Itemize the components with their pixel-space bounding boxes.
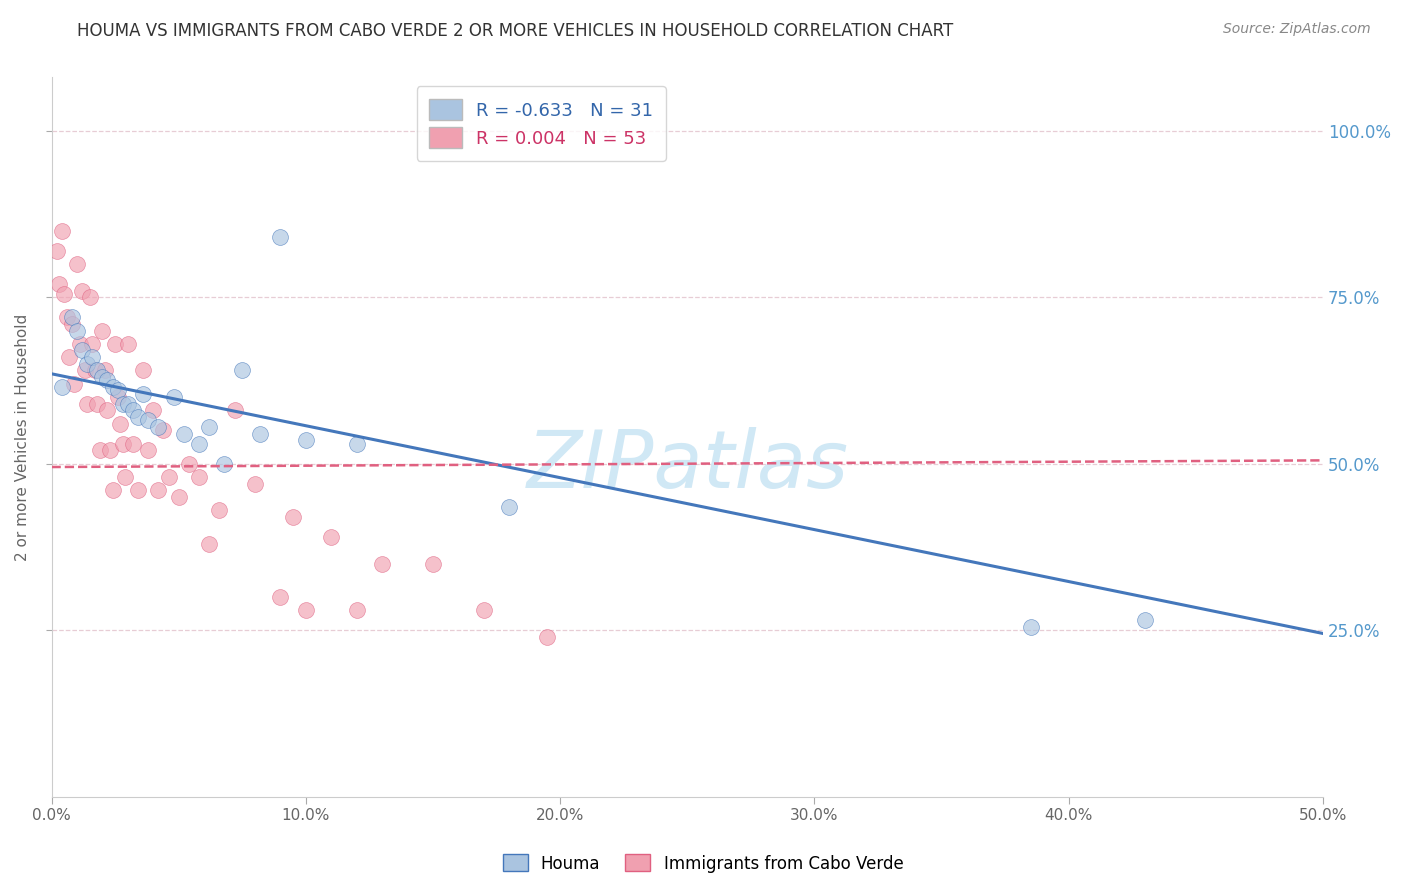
Point [107,390,129,404]
Point [45,244,67,258]
Point [101,483,124,498]
Legend: R = -0.633   N = 31, R = 0.004   N = 53: R = -0.633 N = 31, R = 0.004 N = 53 [416,87,666,161]
Point [498,500,520,514]
Point [127,410,149,425]
Point [58,350,80,364]
Point [346,436,368,450]
Point [177,457,200,471]
Legend: Houma, Immigrants from Cabo Verde: Houma, Immigrants from Cabo Verde [496,847,910,880]
Point [94,363,117,377]
Text: ZIPatlas: ZIPatlas [526,427,848,505]
Point [60,310,83,325]
Point [63,376,86,391]
Point [152,424,174,438]
Point [281,510,304,524]
Point [472,603,495,617]
Point [422,557,444,571]
Point [86,363,108,377]
Point [132,363,155,377]
Point [142,403,165,417]
Point [66,257,89,271]
Point [111,436,134,450]
Point [173,426,195,441]
Point [127,483,149,498]
Y-axis label: 2 or more Vehicles in Household: 2 or more Vehicles in Household [15,313,30,561]
Point [111,397,134,411]
Point [101,380,124,394]
Point [148,483,170,498]
Point [53,286,76,301]
Point [79,290,101,304]
Point [321,530,343,544]
Point [167,490,190,504]
Point [162,390,184,404]
Point [188,470,211,484]
Point [1019,620,1042,634]
Point [91,324,114,338]
Point [82,336,104,351]
Point [208,503,231,517]
Point [56,310,79,325]
Point [91,370,114,384]
Point [295,603,318,617]
Point [346,603,368,617]
Point [136,413,159,427]
Point [371,557,394,571]
Point [122,436,145,450]
Point [224,403,246,417]
Point [243,476,266,491]
Point [136,443,159,458]
Point [295,434,318,448]
Point [98,443,121,458]
Point [86,397,108,411]
Point [108,417,131,431]
Point [198,536,221,550]
Point [117,336,139,351]
Point [269,230,291,244]
Point [89,443,111,458]
Point [214,457,236,471]
Point [51,380,73,394]
Point [96,403,118,417]
Point [231,363,253,377]
Point [536,630,558,644]
Point [148,420,170,434]
Point [76,357,98,371]
Point [114,470,136,484]
Point [82,350,104,364]
Point [198,420,221,434]
Point [249,426,271,441]
Point [117,397,139,411]
Point [107,384,129,398]
Point [83,363,105,377]
Point [269,590,291,604]
Point [104,336,127,351]
Point [70,284,93,298]
Point [73,363,96,377]
Point [69,336,91,351]
Text: Source: ZipAtlas.com: Source: ZipAtlas.com [1223,22,1371,37]
Point [51,224,73,238]
Point [76,397,98,411]
Text: HOUMA VS IMMIGRANTS FROM CABO VERDE 2 OR MORE VEHICLES IN HOUSEHOLD CORRELATION : HOUMA VS IMMIGRANTS FROM CABO VERDE 2 OR… [77,22,953,40]
Point [96,374,118,388]
Point [132,386,155,401]
Point [1133,613,1156,627]
Point [60,317,83,331]
Point [188,436,211,450]
Point [66,324,89,338]
Point [157,470,180,484]
Point [48,277,70,291]
Point [70,343,93,358]
Point [122,403,145,417]
